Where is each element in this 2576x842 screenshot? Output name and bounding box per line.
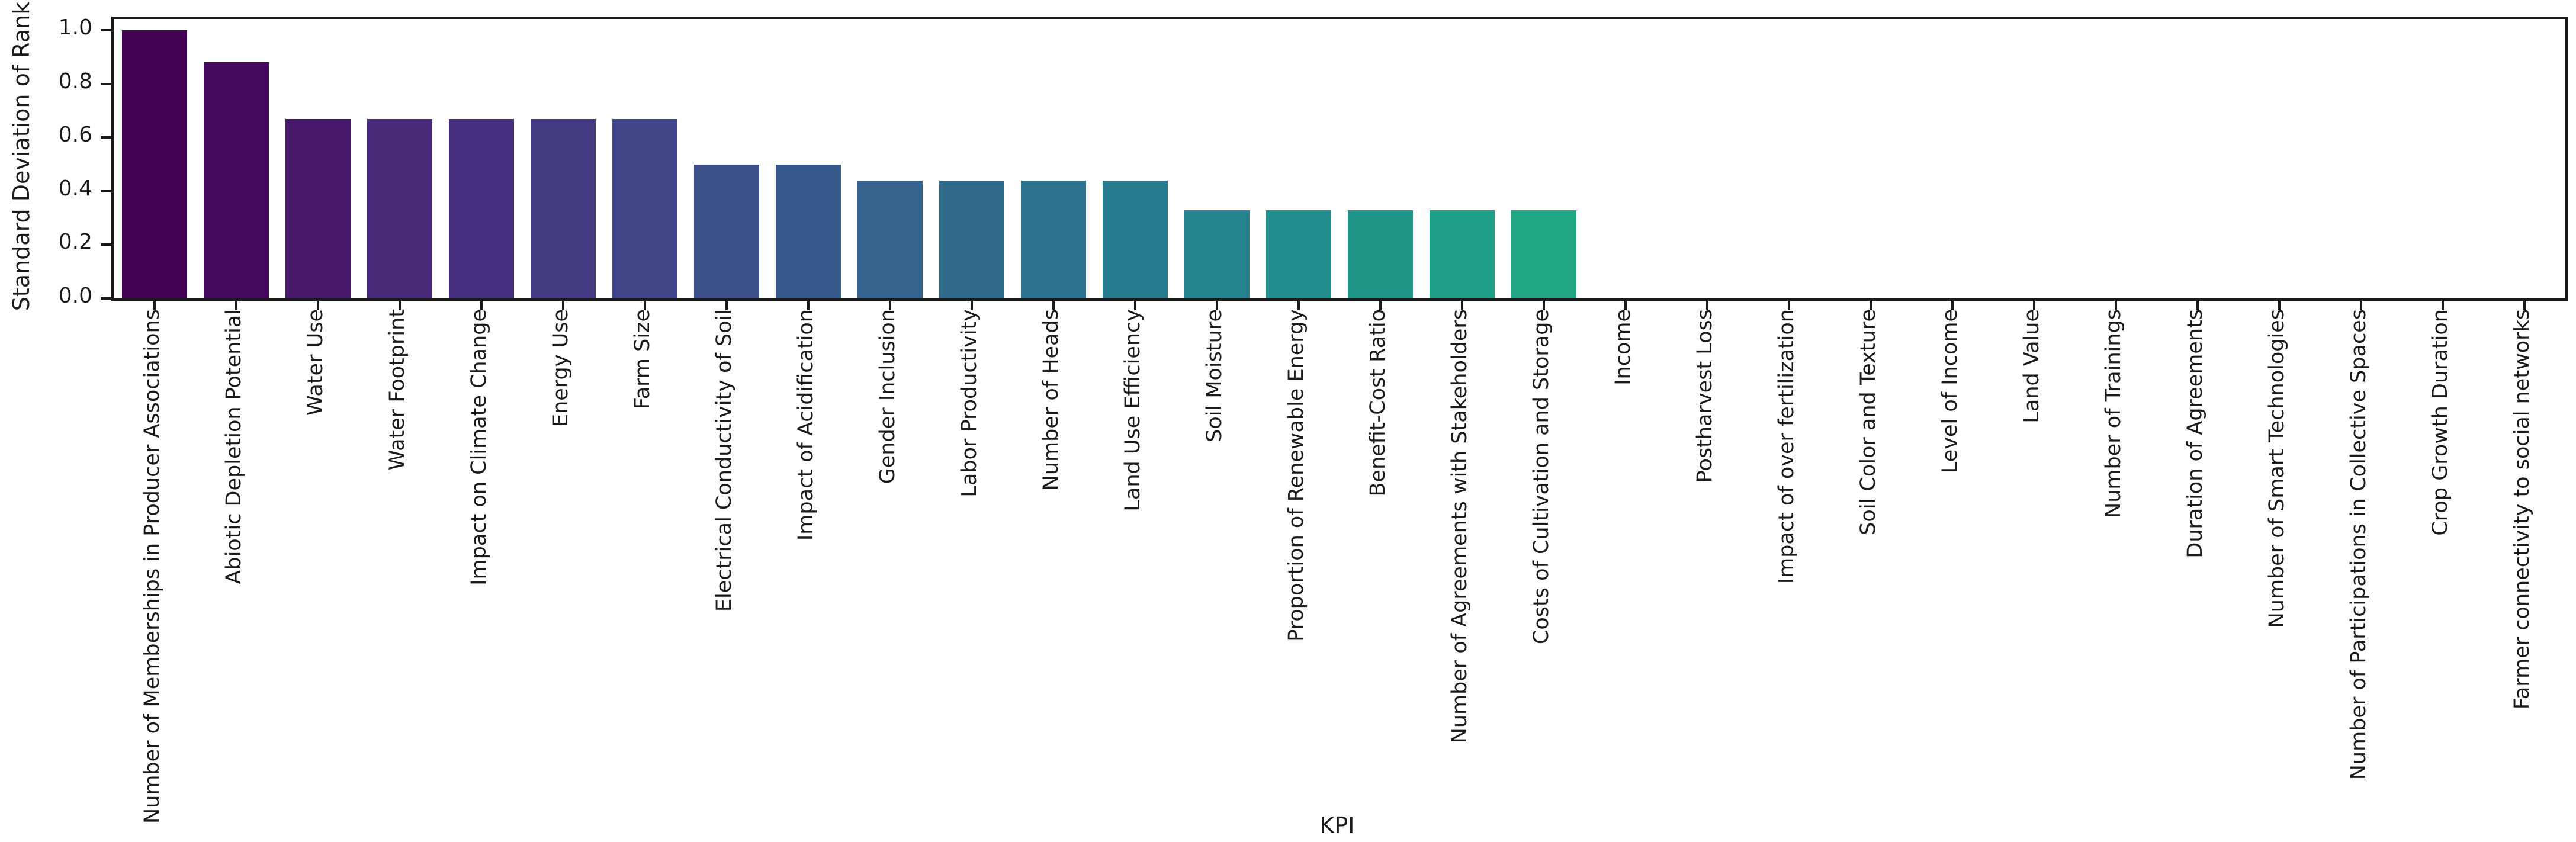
bar-2 — [285, 118, 351, 298]
y-tick-mark-0.4 — [101, 189, 111, 192]
x-tick-label-text: Impact on Climate Change — [467, 309, 491, 586]
x-tick-label-text: Duration of Agreements — [2183, 309, 2207, 558]
x-tick-label-text: Soil Color and Texture — [1856, 309, 1880, 535]
x-tick-label-text: Impact of over fertilization — [1775, 309, 1798, 584]
y-tick-mark-0.0 — [101, 297, 111, 300]
x-tick-label-text: Farmer connectivity to social networks — [2510, 309, 2534, 710]
bar-9 — [857, 180, 923, 298]
x-tick-label-text: Number of Agreements with Stakeholders — [1448, 309, 1472, 744]
x-tick-mark-7 — [725, 301, 728, 310]
y-tick-label-1.0: 1.0 — [58, 15, 92, 40]
x-tick-mark-9 — [889, 301, 891, 310]
x-tick-mark-17 — [1543, 301, 1545, 310]
x-tick-label-text: Benefit-Cost Ratio — [1366, 309, 1390, 497]
y-tick-label-0.4: 0.4 — [58, 176, 92, 201]
y-tick-label-0.6: 0.6 — [58, 123, 92, 147]
x-tick-mark-3 — [399, 301, 401, 310]
x-tick-mark-12 — [1134, 301, 1136, 310]
x-tick-mark-29 — [2523, 301, 2526, 310]
x-tick-label-text: Number of Participations in Collective S… — [2347, 309, 2371, 780]
y-tick-mark-1.0 — [101, 29, 111, 32]
x-tick-mark-16 — [1461, 301, 1463, 310]
bar-16 — [1430, 210, 1495, 298]
x-tick-mark-13 — [1216, 301, 1218, 310]
x-tick-mark-4 — [480, 301, 483, 310]
plot-area — [101, 17, 2568, 310]
x-tick-mark-10 — [971, 301, 973, 310]
x-tick-mark-15 — [1379, 301, 1382, 310]
y-tick-mark-0.8 — [101, 82, 111, 85]
x-axis-title: KPI — [1319, 812, 1355, 838]
x-tick-mark-19 — [1706, 301, 1708, 310]
bar-15 — [1348, 210, 1413, 298]
bar-13 — [1184, 210, 1250, 298]
x-tick-mark-18 — [1624, 301, 1627, 310]
x-tick-label-text: Soil Moisture — [1203, 309, 1226, 442]
x-tick-label-text: Impact of Acidification — [794, 309, 818, 541]
x-tick-label-text: Crop Growth Duration — [2429, 309, 2452, 536]
y-tick-label-0.0: 0.0 — [58, 284, 92, 308]
x-tick-mark-11 — [1052, 301, 1055, 310]
y-axis-title-text: Standard Deviation of Rank — [8, 1, 34, 311]
x-tick-label-text: Costs of Cultivation and Storage — [1530, 309, 1553, 645]
x-tick-label-text: Land Use Efficiency — [1121, 309, 1145, 512]
x-tick-label-text: Proportion of Renewable Energy — [1284, 309, 1308, 642]
y-tick-label-0.2: 0.2 — [58, 230, 92, 255]
x-tick-mark-23 — [2033, 301, 2035, 310]
x-tick-label-text: Number of Memberships in Producer Associ… — [140, 309, 164, 824]
x-tick-label-text: Water Footprint — [386, 309, 409, 471]
x-tick-label-text: Electrical Conductivity of Soil — [712, 309, 736, 612]
bar-1 — [204, 62, 269, 298]
bar-11 — [1021, 180, 1086, 298]
x-tick-mark-25 — [2196, 301, 2199, 310]
bar-8 — [776, 164, 841, 298]
bar-17 — [1511, 210, 1576, 298]
x-tick-mark-6 — [644, 301, 646, 310]
x-tick-label-text: Abiotic Depletion Potential — [222, 309, 246, 584]
x-tick-mark-8 — [807, 301, 810, 310]
x-tick-label-text: Gender Inclusion — [876, 309, 900, 484]
y-tick-mark-0.6 — [101, 136, 111, 139]
bar-12 — [1103, 180, 1168, 298]
x-tick-mark-20 — [1788, 301, 1790, 310]
x-tick-label-text: Number of Smart Technologies — [2265, 309, 2289, 628]
bar-3 — [367, 118, 432, 298]
x-tick-label-text: Number of Trainings — [2102, 309, 2125, 518]
x-tick-mark-5 — [562, 301, 564, 310]
x-tick-mark-22 — [1951, 301, 1954, 310]
bar-10 — [939, 180, 1004, 298]
x-tick-label-text: Land Value — [2020, 309, 2044, 423]
bar-4 — [449, 118, 514, 298]
x-tick-label-text: Energy Use — [549, 309, 573, 428]
bar-6 — [612, 118, 677, 298]
bar-14 — [1266, 210, 1331, 298]
bar-5 — [531, 118, 596, 298]
x-tick-mark-24 — [2115, 301, 2117, 310]
x-tick-mark-1 — [235, 301, 237, 310]
x-tick-mark-27 — [2360, 301, 2362, 310]
x-tick-mark-14 — [1297, 301, 1300, 310]
bar-0 — [122, 30, 187, 298]
y-tick-mark-0.2 — [101, 243, 111, 246]
x-tick-label-text: Farm Size — [631, 309, 654, 410]
x-tick-mark-26 — [2278, 301, 2281, 310]
x-tick-mark-21 — [1870, 301, 1872, 310]
x-tick-label-text: Postharvest Loss — [1693, 309, 1717, 483]
x-tick-label-text: Labor Productivity — [958, 309, 981, 497]
x-tick-mark-2 — [317, 301, 319, 310]
x-tick-label-text: Water Use — [304, 309, 327, 416]
x-tick-mark-0 — [153, 301, 156, 310]
x-tick-label-text: Income — [1611, 309, 1635, 385]
bar-7 — [694, 164, 759, 298]
x-tick-label-text: Number of Heads — [1039, 309, 1063, 491]
x-tick-label-text: Level of Income — [1938, 309, 1962, 474]
y-tick-label-0.8: 0.8 — [58, 69, 92, 94]
x-tick-mark-28 — [2442, 301, 2444, 310]
